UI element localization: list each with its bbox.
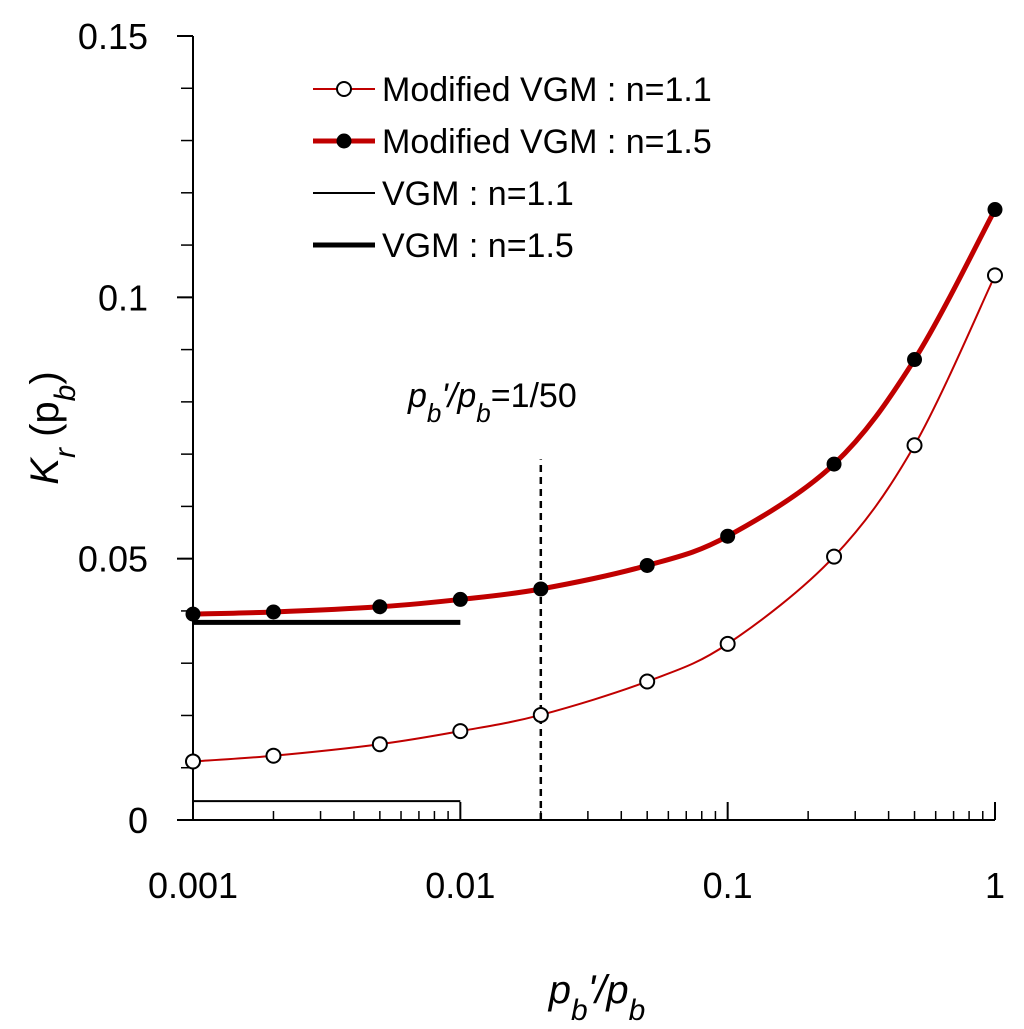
data-point bbox=[185, 753, 201, 770]
legend-item-4: VGM : n=1.5 bbox=[313, 227, 574, 265]
legend-label: VGM : n=1.1 bbox=[382, 175, 574, 213]
series-1 bbox=[185, 267, 1003, 770]
series-group bbox=[185, 202, 1003, 803]
y-tick-label: 0.05 bbox=[78, 539, 148, 580]
y-axis-ticks: 0 0.05 0.1 0.15 bbox=[78, 16, 193, 841]
legend-label: Modified VGM : n=1.5 bbox=[382, 123, 712, 161]
data-point bbox=[372, 599, 388, 615]
legend-label: VGM : n=1.5 bbox=[382, 227, 574, 265]
data-point bbox=[452, 723, 469, 740]
series-line bbox=[192, 208, 998, 617]
legend-item-1: Modified VGM : n=1.1 bbox=[313, 71, 712, 109]
data-point bbox=[907, 352, 923, 368]
legend-item-2: Modified VGM : n=1.5 bbox=[313, 123, 712, 161]
axes bbox=[192, 36, 995, 821]
x-axis-ticks: 0.001 0.01 0.1 1 bbox=[148, 802, 1005, 906]
legend-marker bbox=[336, 133, 352, 149]
legend-label: Modified VGM : n=1.1 bbox=[382, 71, 712, 109]
data-point bbox=[987, 202, 1003, 218]
y-tick-label: 0.15 bbox=[78, 16, 148, 57]
data-point bbox=[639, 673, 656, 690]
y-axis-title: Kr (pb) bbox=[23, 371, 82, 484]
legend-marker bbox=[336, 81, 352, 97]
x-tick-label: 0.001 bbox=[148, 865, 238, 906]
x-tick-label: 0.1 bbox=[703, 865, 753, 906]
data-point bbox=[719, 635, 736, 652]
data-point bbox=[906, 437, 923, 454]
y-tick-label: 0.1 bbox=[98, 277, 148, 318]
annotation-label: pb'/pb=1/50 bbox=[407, 377, 577, 428]
y-tick-label: 0 bbox=[128, 800, 148, 841]
data-point bbox=[265, 747, 282, 764]
data-point bbox=[987, 267, 1003, 284]
data-point bbox=[452, 591, 468, 607]
x-tick-label: 1 bbox=[985, 865, 1005, 906]
series-line bbox=[192, 274, 996, 763]
x-axis-title: pb'/pb bbox=[548, 968, 646, 1027]
data-point bbox=[371, 736, 388, 753]
data-point bbox=[533, 581, 549, 597]
annotation: pb'/pb=1/50 bbox=[407, 377, 577, 820]
data-point bbox=[639, 557, 655, 573]
series-2 bbox=[185, 202, 1003, 622]
data-point bbox=[826, 548, 843, 565]
data-point bbox=[532, 706, 549, 723]
x-tick-label: 0.01 bbox=[425, 865, 495, 906]
data-point bbox=[185, 606, 201, 622]
data-point bbox=[720, 528, 736, 544]
data-point bbox=[826, 456, 842, 472]
data-point bbox=[265, 604, 281, 620]
legend: Modified VGM : n=1.1 Modified VGM : n=1.5… bbox=[313, 71, 712, 265]
legend-item-3: VGM : n=1.1 bbox=[313, 175, 574, 213]
